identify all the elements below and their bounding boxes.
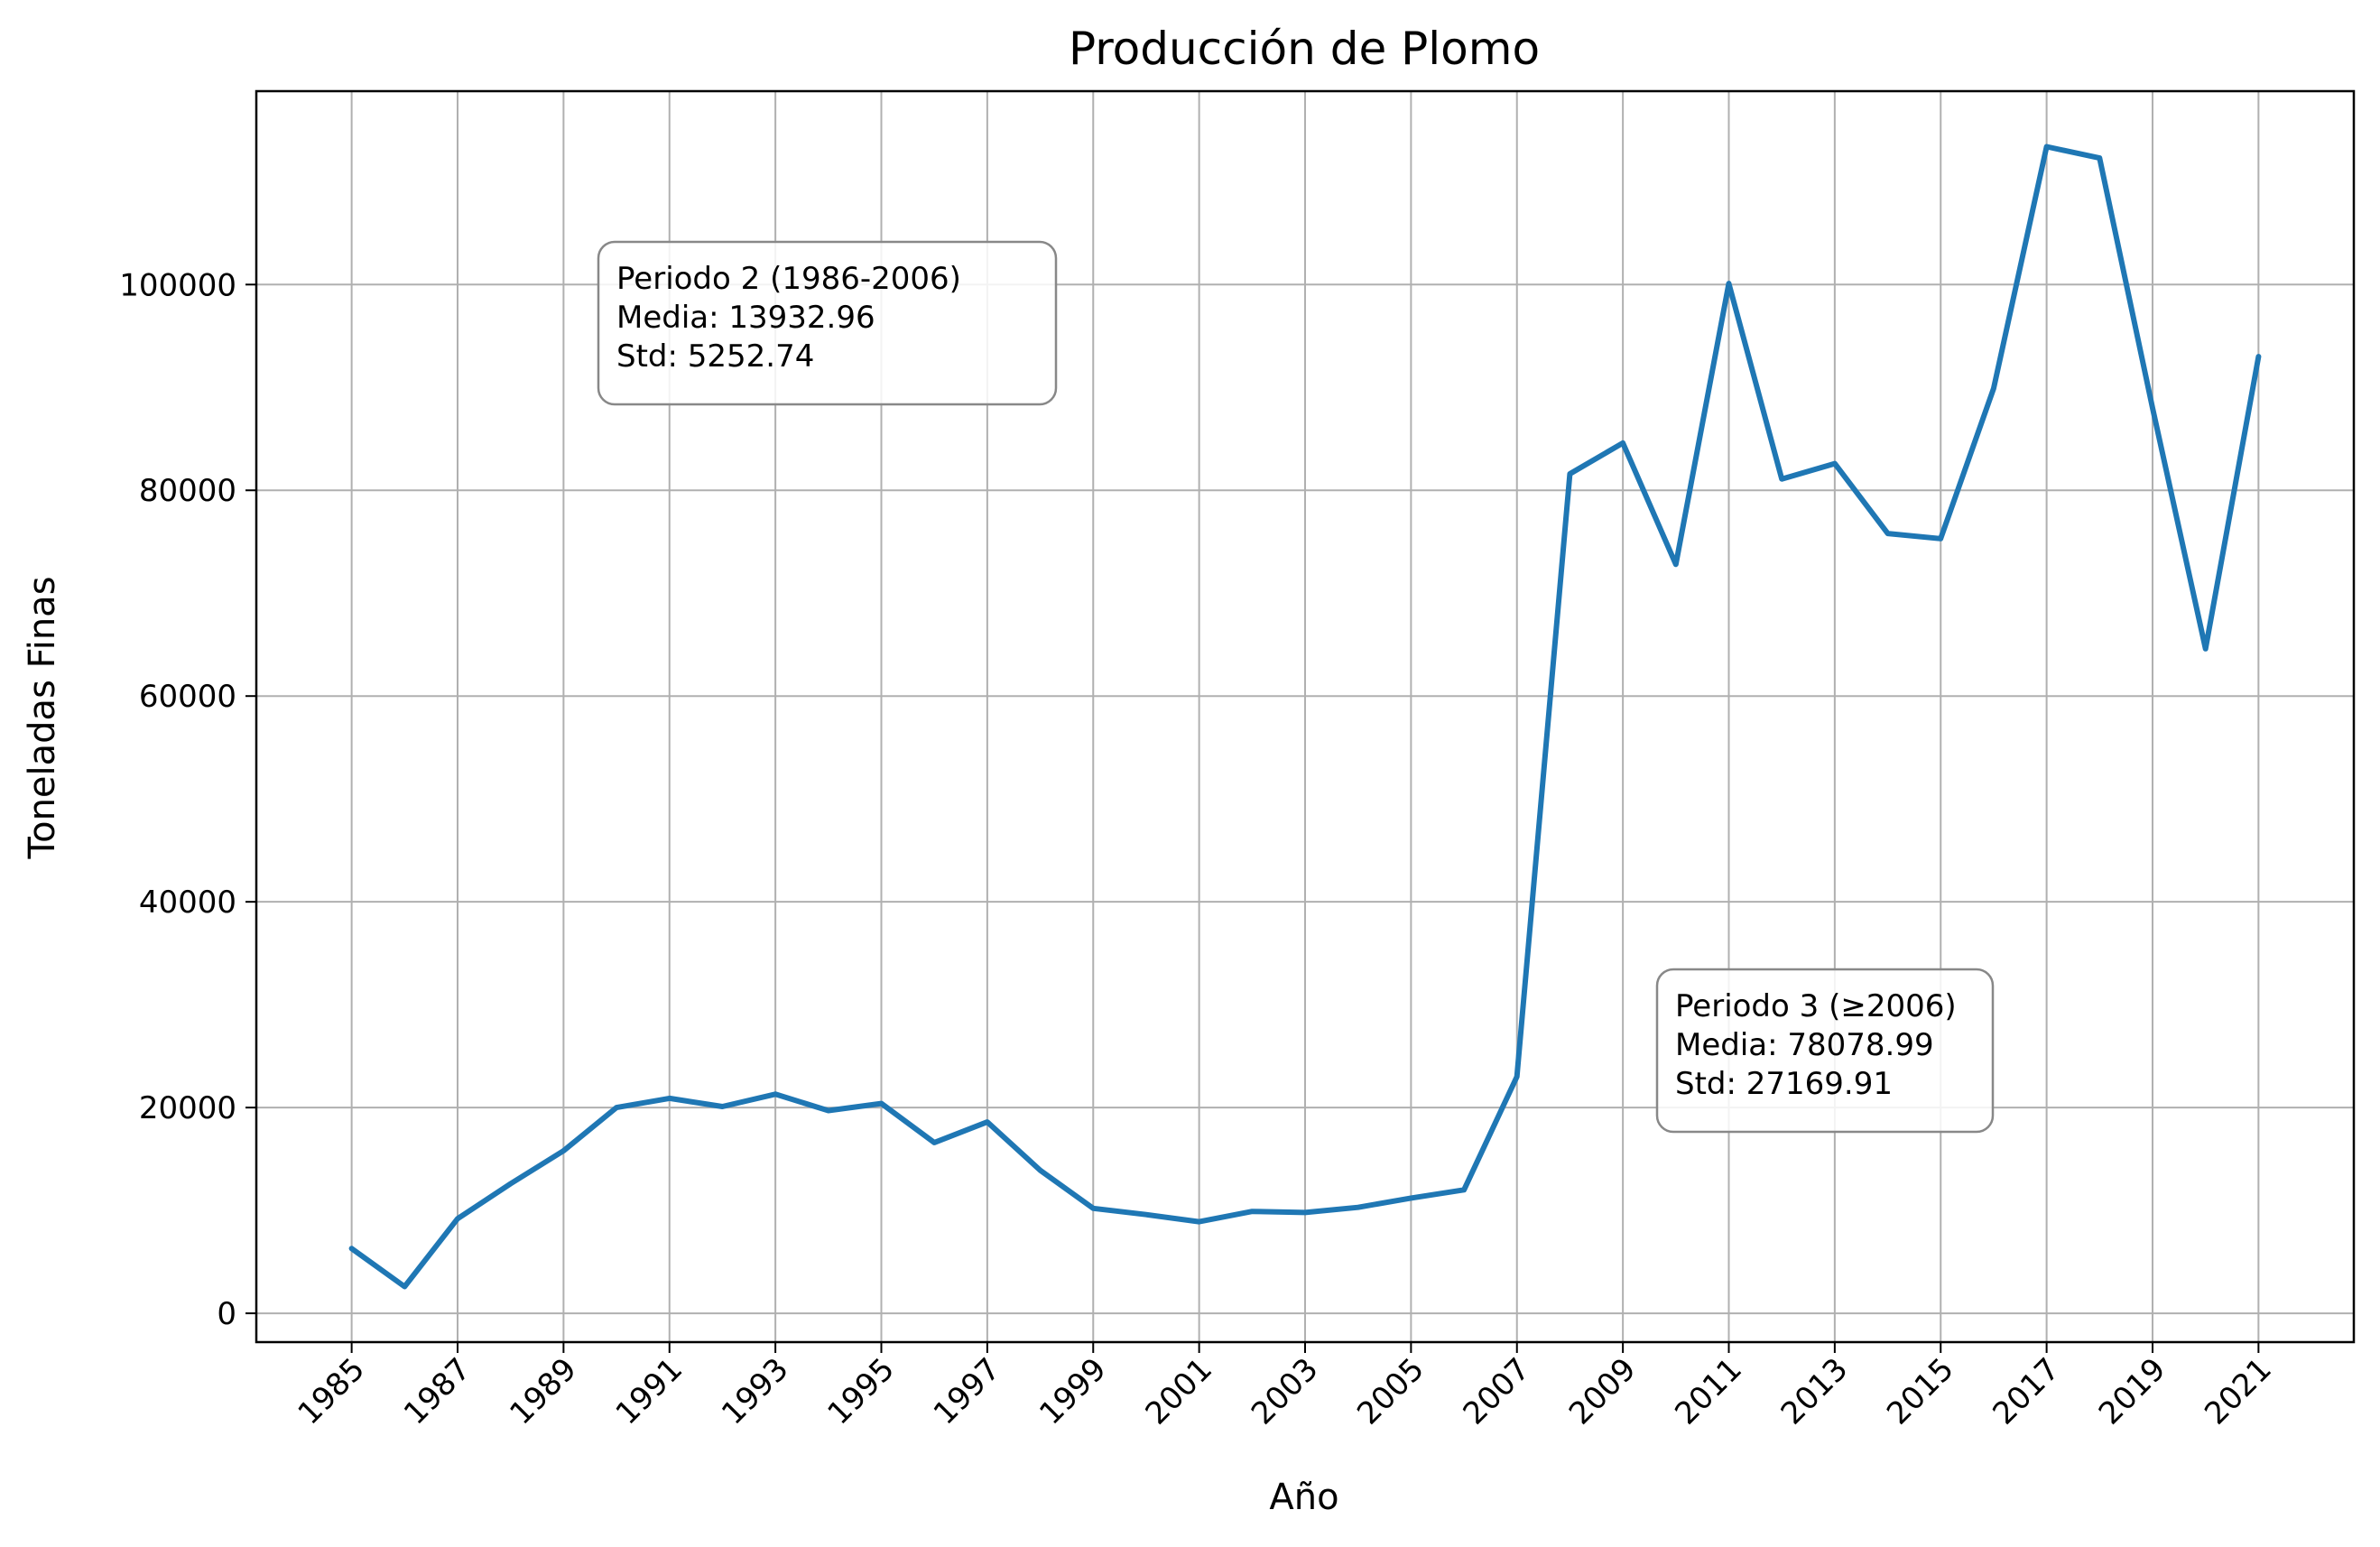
x-tick-label: 1991 bbox=[609, 1351, 690, 1431]
x-tick-label: 1989 bbox=[503, 1351, 583, 1431]
y-axis-label: Toneladas Finas bbox=[22, 576, 63, 859]
y-tick-label: 100000 bbox=[119, 267, 236, 303]
x-axis-label: Año bbox=[1269, 1477, 1338, 1518]
annotations: Periodo 2 (1986-2006)Media: 13932.96Std:… bbox=[597, 240, 1995, 1134]
x-tick-label: 2005 bbox=[1350, 1351, 1431, 1431]
x-tick-label: 2009 bbox=[1562, 1351, 1643, 1431]
annotation-line: Media: 13932.96 bbox=[616, 300, 875, 336]
x-axis: 1985 1987 1989 1991 1993 1995 1997 1999 2001 2003… bbox=[292, 1342, 2279, 1432]
x-tick-label: 1985 bbox=[292, 1351, 372, 1431]
x-tick-label: 2015 bbox=[1880, 1351, 1960, 1431]
annotation-line: Std: 27169.91 bbox=[1675, 1066, 1893, 1102]
x-tick-label: 2013 bbox=[1774, 1351, 1855, 1431]
series-lead-production bbox=[348, 144, 2262, 1290]
y-axis: 0 20000 40000 60000 80000 100000 bbox=[119, 267, 256, 1332]
x-tick-label: 1999 bbox=[1033, 1351, 1113, 1431]
x-tick-label: 1987 bbox=[397, 1351, 477, 1431]
annotation-box-1: Periodo 2 (1986-2006)Media: 13932.96Std:… bbox=[597, 240, 1058, 406]
y-tick-label: 0 bbox=[217, 1296, 236, 1332]
annotation-line: Media: 78078.99 bbox=[1675, 1027, 1934, 1063]
x-tick-label: 2017 bbox=[1986, 1351, 2067, 1431]
x-tick-label: 2007 bbox=[1457, 1351, 1537, 1431]
y-tick-label: 80000 bbox=[139, 473, 236, 509]
y-tick-label: 60000 bbox=[139, 679, 236, 715]
y-tick-label: 20000 bbox=[139, 1090, 236, 1126]
x-tick-label: 2003 bbox=[1245, 1351, 1325, 1431]
x-tick-label: 1995 bbox=[820, 1351, 901, 1431]
annotation-frame bbox=[597, 240, 1058, 406]
annotation-line: Periodo 2 (1986-2006) bbox=[616, 261, 961, 297]
series-line bbox=[348, 144, 2262, 1290]
x-tick-label: 1997 bbox=[927, 1351, 1007, 1431]
x-tick-label: 2021 bbox=[2198, 1351, 2278, 1431]
annotation-line: Std: 5252.74 bbox=[616, 338, 814, 375]
annotation-line: Periodo 3 (≥2006) bbox=[1675, 988, 1957, 1024]
x-tick-label: 2011 bbox=[1668, 1351, 1748, 1431]
grid-lines bbox=[256, 91, 2354, 1342]
x-tick-label: 2001 bbox=[1139, 1351, 1219, 1431]
x-tick-label: 2019 bbox=[2092, 1351, 2172, 1431]
chart-title: Producción de Plomo bbox=[1069, 23, 1540, 75]
annotation-frame bbox=[1655, 968, 1995, 1134]
y-tick-label: 40000 bbox=[139, 885, 236, 921]
x-tick-label: 1993 bbox=[715, 1351, 795, 1431]
